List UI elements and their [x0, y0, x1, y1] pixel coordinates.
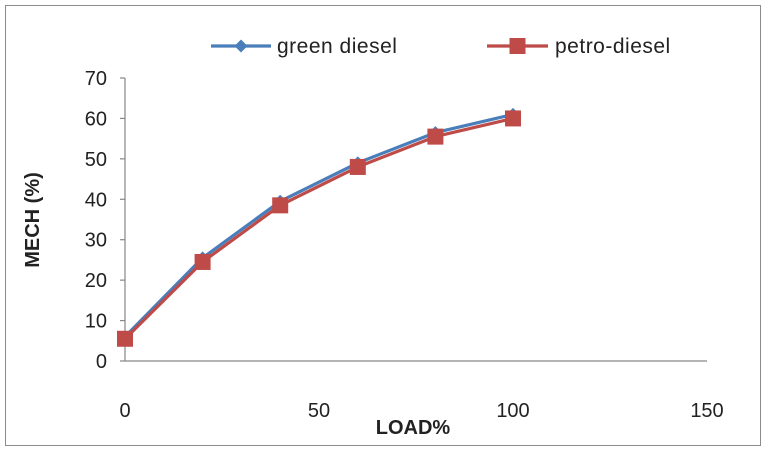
- y-tick-marks: [120, 77, 125, 362]
- x-tick-label: 50: [308, 400, 330, 422]
- y-tick-label: 0: [96, 351, 107, 373]
- legend-label: green diesel: [277, 35, 397, 58]
- chart-frame: [5, 5, 761, 446]
- square-point: [194, 253, 211, 270]
- y-tick-label: 30: [85, 230, 107, 252]
- y-tick-label: 50: [85, 149, 107, 171]
- legend-item: petro-diesel: [487, 35, 671, 58]
- legend-item: green diesel: [211, 35, 397, 58]
- series-layer: [117, 107, 521, 347]
- y-tick-label: 70: [85, 68, 107, 90]
- x-tick-label: 0: [119, 400, 130, 422]
- x-axis-title: LOAD%: [376, 417, 451, 439]
- square-point: [272, 197, 289, 214]
- y-tick-label: 20: [85, 270, 107, 292]
- series-green-diesel: [118, 107, 520, 344]
- y-axis-title: MECH (%): [22, 172, 44, 268]
- y-tick-labels: 0 10 20 30 40 50 60 70: [85, 68, 107, 373]
- x-tick-label: 150: [690, 400, 723, 422]
- legend-square-marker: [509, 38, 526, 54]
- square-point: [349, 158, 366, 175]
- x-tick-labels: 0 50 100 150: [119, 400, 723, 422]
- legend-diamond-marker: [234, 39, 248, 53]
- series-line: [123, 112, 514, 338]
- series-petro-diesel: [117, 110, 521, 347]
- square-point: [117, 330, 133, 347]
- x-tick-label: 100: [496, 400, 529, 422]
- series-line: [123, 116, 514, 340]
- legend: green diesel petro-diesel: [211, 35, 671, 58]
- legend-label: petro-diesel: [555, 35, 671, 58]
- y-tick-label: 40: [85, 189, 107, 211]
- square-point: [427, 128, 444, 145]
- axes: [124, 78, 707, 362]
- y-tick-label: 60: [85, 108, 107, 130]
- square-point: [505, 110, 521, 127]
- y-tick-label: 10: [85, 311, 107, 333]
